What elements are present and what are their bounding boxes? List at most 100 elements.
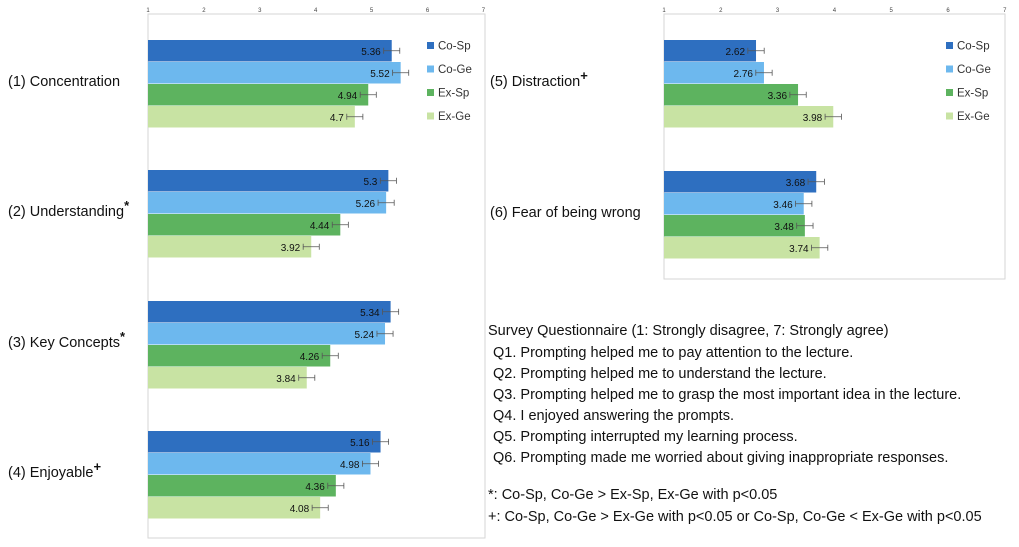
legend-entry-ex-sp: Ex-Sp [438, 88, 469, 100]
legend-entry-ex-ge: Ex-Ge [438, 111, 471, 123]
significance-mark: * [120, 329, 126, 344]
bar-ex-sp [148, 345, 331, 367]
question-5: Q5. Prompting interrupted my learning pr… [493, 429, 798, 445]
significance-note-plus: +: Co-Sp, Co-Ge > Ex-Ge with p<0.05 or C… [488, 509, 982, 525]
x-tick-label: 3 [258, 8, 262, 14]
bar-co-sp [148, 40, 392, 62]
category-label: (1) Concentration [8, 74, 120, 90]
bar-value-label: 5.52 [370, 69, 390, 80]
legend-swatch-ex-ge [427, 112, 434, 120]
bar-co-ge [148, 323, 386, 345]
x-tick-label: 1 [146, 8, 150, 14]
legend-entry-co-ge: Co-Ge [957, 64, 991, 76]
bar-value-label: 3.84 [276, 374, 296, 385]
bar-value-label: 4.94 [338, 91, 358, 102]
legend-swatch-co-ge [427, 65, 434, 73]
x-tick-label: 5 [370, 8, 374, 14]
x-tick-label: 6 [946, 8, 950, 14]
bar-ex-sp [148, 475, 336, 497]
significance-mark: + [580, 68, 588, 83]
bar-value-label: 4.44 [310, 221, 330, 232]
bar-co-ge [664, 193, 804, 215]
x-tick-label: 3 [776, 8, 780, 14]
question-2: Q2. Prompting helped me to understand th… [493, 366, 827, 382]
category-label: (3) Key Concepts* [8, 329, 126, 351]
x-tick-label: 7 [1003, 8, 1007, 14]
bar-value-label: 3.46 [773, 200, 793, 211]
bar-ex-ge [148, 497, 321, 519]
bar-value-label: 4.36 [305, 482, 325, 493]
plot-frame-1 [147, 13, 486, 539]
survey-notes: Survey Questionnaire (1: Strongly disagr… [488, 321, 1013, 529]
legend-entry-co-ge: Co-Ge [438, 64, 472, 76]
x-tick-label: 6 [426, 8, 430, 14]
survey-title: Survey Questionnaire (1: Strongly disagr… [488, 323, 889, 339]
x-tick-label: 7 [482, 8, 486, 14]
significance-mark: + [93, 459, 101, 474]
question-6: Q6. Prompting made me worried about givi… [493, 450, 949, 466]
question-3: Q3. Prompting helped me to grasp the mos… [493, 387, 962, 403]
question-1: Q1. Prompting helped me to pay attention… [493, 345, 854, 361]
category-label: (2) Understanding* [8, 198, 130, 220]
bar-value-label: 4.98 [340, 460, 360, 471]
significance-mark: * [124, 198, 130, 213]
bar-value-label: 5.34 [360, 308, 380, 319]
x-tick-label: 4 [833, 8, 837, 14]
plot-frame-2 [663, 13, 1006, 280]
bar-ex-ge [148, 367, 307, 389]
bar-value-label: 4.7 [330, 113, 344, 124]
bar-co-ge [148, 62, 401, 84]
significance-note-star: *: Co-Sp, Co-Ge > Ex-Sp, Ex-Ge with p<0.… [488, 487, 778, 503]
legend-swatch-ex-sp [946, 89, 953, 96]
bar-value-label: 5.16 [350, 438, 370, 449]
bar-ex-sp [148, 84, 369, 106]
bar-co-ge [148, 453, 371, 475]
x-tick-label: 1 [662, 8, 666, 14]
bar-value-label: 3.98 [803, 113, 823, 124]
legend-swatch-co-sp [946, 42, 953, 49]
bar-co-ge [148, 192, 387, 214]
question-4: Q4. I enjoyed answering the prompts. [493, 408, 734, 424]
bar-value-label: 4.26 [300, 352, 320, 363]
legend-swatch-ex-ge [946, 112, 953, 120]
bar-co-sp [664, 171, 817, 193]
bar-ex-ge [664, 237, 820, 259]
bar-value-label: 5.26 [356, 199, 376, 210]
legend-entry-ex-sp: Ex-Sp [957, 88, 988, 100]
x-tick-label: 4 [314, 8, 318, 14]
legend-swatch-co-sp [427, 42, 434, 49]
bar-value-label: 2.62 [726, 47, 746, 58]
bar-co-sp [148, 170, 389, 192]
x-tick-label: 2 [202, 8, 206, 14]
bar-ex-sp [664, 84, 799, 106]
x-tick-label: 2 [719, 8, 723, 14]
bar-ex-sp [664, 215, 805, 237]
bar-ex-ge [664, 106, 834, 128]
bar-co-sp [148, 431, 381, 453]
bar-value-label: 3.36 [768, 91, 788, 102]
legend-entry-ex-ge: Ex-Ge [957, 111, 990, 123]
bar-co-ge [664, 62, 764, 84]
category-label: (5) Distraction+ [490, 68, 588, 90]
bar-value-label: 3.92 [281, 243, 301, 254]
legend-swatch-ex-sp [427, 89, 434, 96]
legend-entry-co-sp: Co-Sp [957, 41, 990, 53]
bar-ex-sp [148, 214, 341, 236]
bar-ex-ge [148, 236, 312, 258]
legend-entry-co-sp: Co-Sp [438, 41, 471, 53]
bar-value-label: 2.76 [733, 69, 753, 80]
bar-value-label: 5.3 [363, 177, 377, 188]
bar-co-sp [664, 40, 757, 62]
bar-value-label: 3.74 [789, 244, 809, 255]
bar-value-label: 3.68 [786, 178, 806, 189]
legend-swatch-co-ge [946, 65, 953, 73]
bar-value-label: 5.24 [355, 330, 375, 341]
bar-value-label: 5.36 [361, 47, 381, 58]
category-label: (6) Fear of being wrong [490, 205, 641, 221]
bar-value-label: 3.48 [774, 222, 794, 233]
category-label: (4) Enjoyable+ [8, 459, 101, 481]
bar-co-sp [148, 301, 391, 323]
bar-value-label: 4.08 [290, 504, 310, 515]
x-tick-label: 5 [890, 8, 894, 14]
